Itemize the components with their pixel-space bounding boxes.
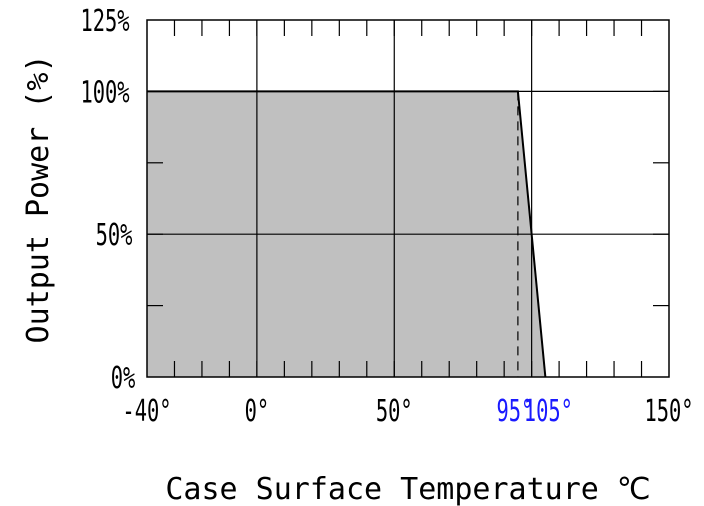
derating-line <box>147 90 547 378</box>
y-tick-label: 125% <box>80 4 130 39</box>
x-tick-label: -40° <box>122 394 171 429</box>
x-tick-label: 105° <box>524 394 573 429</box>
x-tick-label: 95° <box>496 394 533 429</box>
y-axis-title: Output Power (%) <box>21 55 56 344</box>
ticks-layer <box>147 20 669 377</box>
x-tick-label: 0° <box>245 394 270 429</box>
x-tick-labels: -40° 0° 50° 95°105° 150° <box>122 394 693 429</box>
x-tick-label: 150° <box>644 394 693 429</box>
y-tick-label: 50% <box>96 218 133 253</box>
y-tick-label: 100% <box>80 76 130 111</box>
plot-frame <box>146 19 670 378</box>
x-tick-label: 50° <box>376 394 413 429</box>
x-axis-title: Case Surface Temperature ℃ <box>165 472 650 506</box>
y-tick-label: 0% <box>111 361 136 396</box>
y-tick-labels: 0% 50% 100% 125% <box>80 4 135 396</box>
